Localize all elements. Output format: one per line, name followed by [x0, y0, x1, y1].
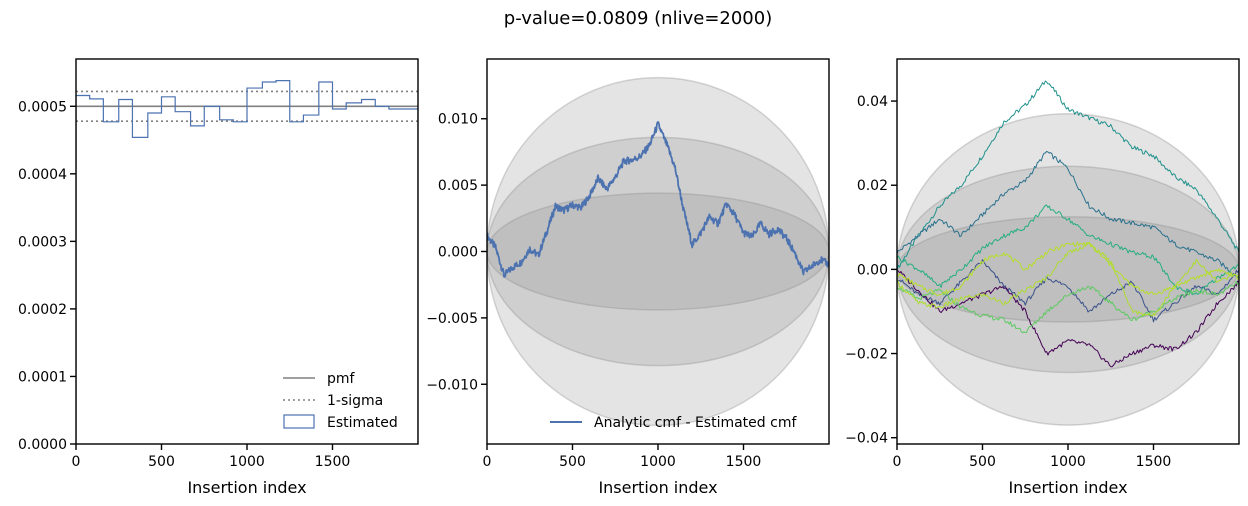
panel-histogram: 0 500 1000 1500 0.0000 0.0001 0.0002 0.0003 0.00…: [18, 58, 419, 497]
series-line-1: [487, 121, 829, 278]
x-tick-label: 500: [559, 454, 586, 470]
y-tick-label: 0.000: [438, 245, 478, 261]
figure-title: p-value=0.0809 (nlive=2000): [504, 8, 772, 29]
x-tick-label: 500: [148, 454, 175, 470]
y-tick-label: 0.005: [438, 178, 478, 194]
sigma-band-1: [487, 76, 829, 427]
y-tick-label: −0.005: [426, 311, 478, 327]
x-tick-label: 1500: [1136, 454, 1172, 470]
sigma-band-1: [897, 112, 1239, 426]
sigma-band-3: [487, 192, 829, 311]
x-tick-label: 0: [893, 454, 902, 470]
x-tick-label: 1500: [315, 454, 351, 470]
legend-label-cmf: Analytic cmf - Estimated cmf: [594, 415, 797, 431]
x-axis-label: Insertion index: [1008, 478, 1127, 497]
legend-label-estimated: Estimated: [327, 415, 398, 431]
y-tick-label: 0.0005: [18, 99, 67, 115]
legend-swatch-estimated: [283, 414, 315, 429]
plot-area: [76, 80, 418, 444]
x-tick-label: 0: [483, 454, 492, 470]
y-tick-label: −0.02: [845, 347, 888, 363]
y-tick-label: 0.010: [438, 112, 478, 128]
series-line-6: [897, 280, 1239, 334]
sigma-band-2: [487, 136, 829, 367]
series-line-5: [897, 204, 1239, 296]
y-tick-label: 0.0004: [18, 167, 67, 183]
plot-area: [487, 76, 829, 427]
y-tick-label: 0.0003: [18, 234, 67, 250]
series-line-7: [897, 242, 1239, 317]
x-tick-label: 1000: [1050, 454, 1086, 470]
x-tick-label: 500: [969, 454, 996, 470]
legend-label-pmf: pmf: [327, 371, 356, 387]
series-line-1: [897, 80, 1239, 272]
y-tick-label: 0.0001: [18, 369, 67, 385]
y-tick-label: 0.04: [857, 94, 888, 110]
x-axis-label: Insertion index: [598, 478, 717, 497]
sigma-band-3: [897, 216, 1239, 323]
y-tick-label: 0.00: [857, 262, 888, 278]
y-tick-label: −0.010: [426, 377, 478, 393]
panel-random-walks: 0 500 1000 1500 −0.04 −0.02 0.00 0.02 0.04 Insert…: [845, 58, 1240, 497]
y-tick-label: 0.02: [857, 178, 888, 194]
series-line-8: [897, 241, 1239, 297]
x-tick-label: 1500: [726, 454, 762, 470]
legend-cmf: Analytic cmf - Estimated cmf: [550, 415, 797, 431]
series-line-2: [897, 150, 1239, 279]
y-tick-label: 0.0002: [18, 302, 67, 318]
x-tick-label: 0: [72, 454, 81, 470]
x-tick-label: 1000: [229, 454, 265, 470]
y-tick-label: 0.0000: [18, 437, 67, 453]
y-tick-label: −0.04: [845, 431, 888, 447]
panel-cmf-difference: 0 500 1000 1500 −0.010 −0.005 0.000 0.005 0.010 I…: [426, 58, 830, 497]
legend-label-sigma: 1-sigma: [327, 393, 383, 409]
estimated-step-series: [76, 80, 418, 444]
legend-histogram: pmf 1-sigma Estimated: [283, 371, 398, 431]
series-line-4: [897, 269, 1239, 368]
x-tick-label: 1000: [640, 454, 676, 470]
x-axis-label: Insertion index: [187, 478, 306, 497]
plot-area: [897, 80, 1239, 426]
